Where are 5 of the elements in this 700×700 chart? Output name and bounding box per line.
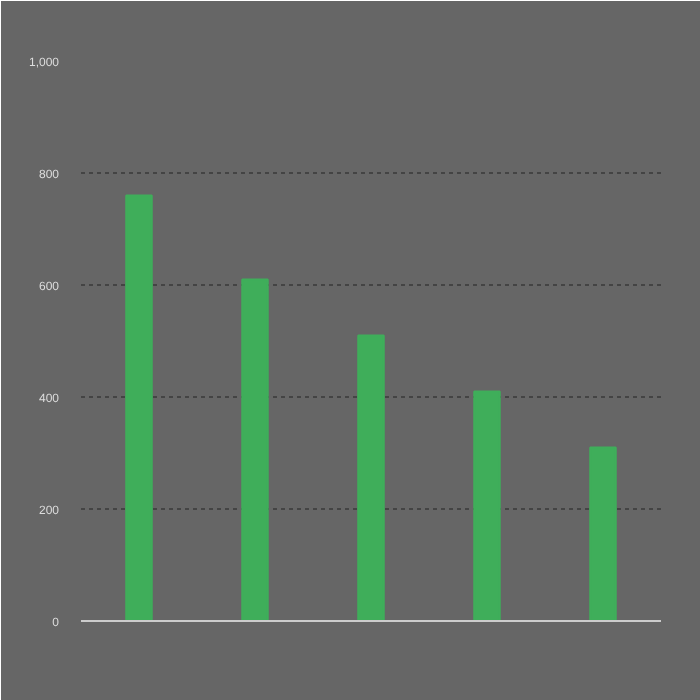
bar [125, 194, 153, 621]
bar [589, 446, 617, 621]
bar [473, 390, 501, 621]
bar [357, 334, 385, 621]
bar [241, 278, 269, 621]
